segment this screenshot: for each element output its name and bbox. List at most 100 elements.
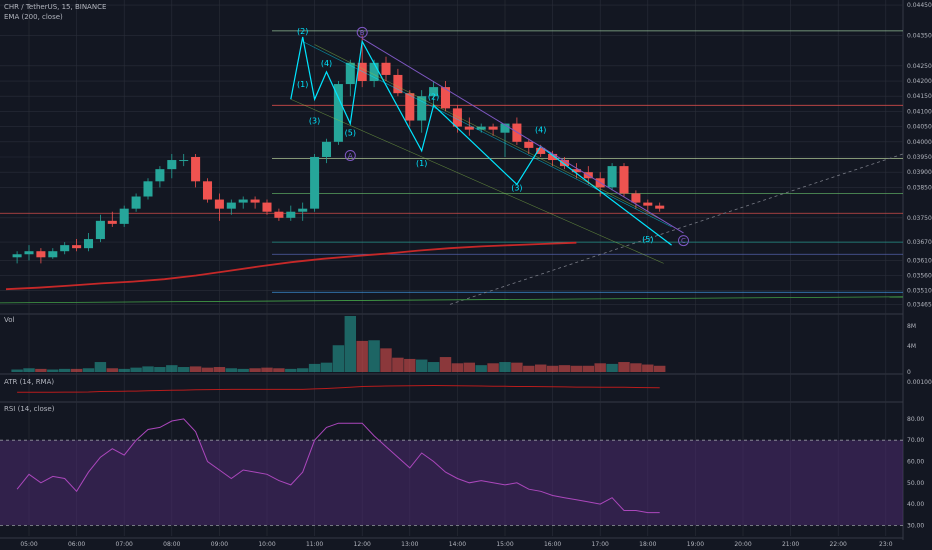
price-tick-label: 0.03900 (907, 169, 932, 176)
price-tick-label: 0.03750 (907, 215, 932, 222)
atr-legend: ATR (14, RMA) (4, 378, 55, 386)
time-tick-label: 18:00 (639, 541, 656, 548)
volume-bar (296, 368, 309, 372)
volume-bar (344, 316, 357, 372)
rsi-tick-label: 30.00 (907, 522, 924, 529)
vol-tick-label: 8M (907, 323, 916, 330)
rsi-tick-label: 60.00 (907, 458, 924, 465)
wave-label: (4) (321, 59, 332, 68)
abc-label: B (360, 29, 365, 37)
volume-bar (606, 363, 618, 372)
price-tick-label: 0.03510 (907, 288, 932, 295)
volume-bar (570, 365, 583, 372)
wave-label: (3) (309, 117, 320, 126)
price-tick-label: 0.04150 (907, 93, 932, 100)
candle-body (429, 87, 439, 97)
wave-label: (1) (297, 80, 308, 89)
candle-body (357, 62, 367, 82)
candle-body (119, 208, 129, 224)
candle-body (155, 169, 165, 182)
volume-bar (285, 368, 297, 372)
time-tick-label: 08:00 (163, 541, 180, 548)
candle-body (393, 74, 403, 94)
atr-tick-label: 0.00100 (907, 379, 932, 386)
candle-body (48, 251, 58, 258)
time-tick-label: 12:00 (354, 541, 371, 548)
volume-bar (427, 362, 440, 372)
volume-bar (94, 362, 107, 372)
time-tick-label: 23:0 (879, 541, 893, 548)
time-axis[interactable]: 05:00 06:00 07:00 08:00 09:00 10:00 11:00 12:00… (20, 541, 892, 548)
volume-bar (523, 365, 535, 372)
wave-label: (4) (535, 126, 546, 135)
price-tick-label: 0.03610 (907, 257, 932, 264)
wave-label: (1) (416, 159, 427, 168)
candle-body (191, 157, 201, 182)
volume-bar (511, 362, 523, 372)
volume-bar (166, 365, 178, 372)
volume-bar (499, 362, 511, 372)
price-tick-label: 0.03950 (907, 154, 932, 161)
candle-body (321, 141, 332, 157)
volume-bar (582, 365, 595, 372)
candle-body (72, 245, 82, 249)
volume-bar (451, 363, 464, 372)
volume-bar (642, 364, 654, 372)
time-tick-label: 11:00 (306, 541, 323, 548)
abc-line (361, 38, 684, 234)
candle-body (274, 211, 284, 218)
dotted-trendline (449, 153, 904, 305)
candle-body (286, 211, 296, 218)
volume-bar (130, 367, 142, 372)
volume-bar (475, 365, 487, 372)
volume-bar (439, 357, 452, 372)
candle-body (369, 62, 379, 82)
time-tick-label: 19:00 (687, 541, 704, 548)
time-tick-label: 13:00 (401, 541, 418, 548)
candle-body (643, 202, 653, 206)
rsi-tick-label: 40.00 (907, 501, 924, 508)
volume-bar (23, 368, 35, 372)
volume-bar (546, 365, 559, 372)
candle-body (524, 141, 534, 148)
volume-bar (225, 368, 238, 372)
rsi-legend: RSI (14, close) (4, 405, 55, 413)
candle-body (107, 220, 117, 224)
wave-label: (5) (345, 129, 356, 138)
time-tick-label: 06:00 (68, 541, 85, 548)
vol-tick-label: 4M (907, 343, 916, 350)
abc-circle (356, 26, 368, 38)
candle-body (24, 251, 34, 255)
channel-line (290, 98, 664, 264)
volume-bar (332, 345, 345, 372)
wave-label: (5) (642, 235, 653, 244)
time-tick-label: 07:00 (116, 541, 133, 548)
wave-label: (2) (297, 27, 308, 36)
volume-bar (380, 348, 392, 372)
volume-bar (356, 340, 368, 372)
candle-body (452, 108, 462, 127)
channel-line (314, 44, 664, 222)
price-axis[interactable]: 0.04450 0.04350 0.04250 0.04200 0.04150 0.041… (907, 2, 932, 529)
candle-body (607, 166, 617, 188)
candle-body (167, 160, 177, 170)
candle-body (83, 239, 94, 249)
volume-bar (35, 368, 47, 372)
candle-body (12, 254, 22, 258)
volume-bar (594, 363, 606, 372)
rsi-tick-label: 70.00 (907, 437, 924, 444)
atr-line-path (17, 384, 660, 393)
vol-tick-label: 0 (907, 369, 911, 376)
price-tick-label: 0.04350 (907, 32, 932, 39)
price-tick-label: 0.04200 (907, 78, 932, 85)
candle-body (405, 93, 415, 121)
candle-body (333, 84, 343, 142)
candle-body (548, 153, 558, 161)
rsi-tick-label: 50.00 (907, 480, 924, 487)
price-tick-label: 0.04250 (907, 63, 932, 70)
volume-bar (189, 366, 202, 372)
vol-legend: Vol (4, 316, 15, 324)
volume-bar (70, 368, 83, 372)
candle-body (345, 62, 355, 85)
